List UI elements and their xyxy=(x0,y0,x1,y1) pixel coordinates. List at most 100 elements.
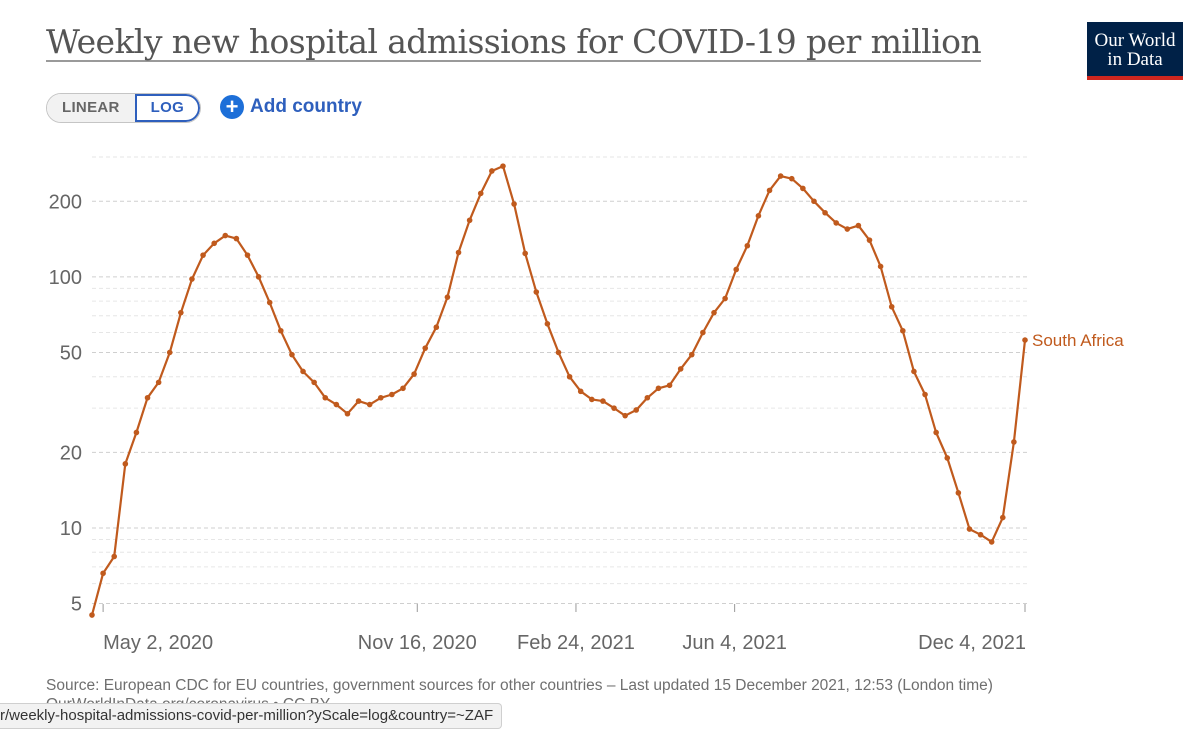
scale-linear-button[interactable]: LINEAR xyxy=(47,94,135,122)
data-point xyxy=(655,385,662,392)
source-text: Source: European CDC for EU countries, g… xyxy=(46,677,993,694)
data-point xyxy=(822,209,828,216)
data-point xyxy=(266,299,273,306)
data-point xyxy=(833,220,839,226)
data-point xyxy=(611,405,617,411)
data-point xyxy=(633,407,640,413)
data-point xyxy=(500,163,506,169)
data-point xyxy=(166,349,173,356)
logo-line-1: Our World xyxy=(1094,30,1176,51)
data-point xyxy=(422,345,429,351)
data-point xyxy=(89,612,95,618)
data-point xyxy=(511,201,517,207)
scale-log-button[interactable]: LOG xyxy=(134,94,201,122)
x-tick-label: Feb 24, 2021 xyxy=(517,632,635,654)
data-point xyxy=(966,526,973,532)
data-point xyxy=(333,401,340,408)
data-point xyxy=(844,226,851,232)
data-point xyxy=(111,553,118,560)
data-point xyxy=(178,309,184,316)
data-point xyxy=(811,198,817,205)
data-point xyxy=(1022,337,1028,343)
data-point xyxy=(300,368,306,375)
y-tick-label: 20 xyxy=(60,442,82,464)
data-point xyxy=(999,514,1006,521)
data-point xyxy=(433,324,440,331)
y-tick-label: 10 xyxy=(60,518,82,540)
data-point xyxy=(855,222,862,229)
y-tick-label: 50 xyxy=(60,342,82,364)
data-point xyxy=(444,294,451,300)
x-tick-label: May 2, 2020 xyxy=(103,632,213,654)
data-point xyxy=(788,175,795,182)
data-point xyxy=(355,398,362,404)
data-point xyxy=(133,429,140,436)
data-point xyxy=(400,385,406,392)
data-point xyxy=(622,412,628,419)
data-point xyxy=(100,570,106,577)
y-tick-label: 100 xyxy=(49,267,82,289)
x-tick-label: Nov 16, 2020 xyxy=(358,632,477,654)
data-point xyxy=(522,250,528,257)
data-point xyxy=(711,309,717,316)
logo-line-2: in Data xyxy=(1107,49,1163,70)
data-point xyxy=(122,461,129,467)
data-point xyxy=(877,263,884,270)
series-line-south-africa xyxy=(90,165,1027,616)
data-point xyxy=(900,327,906,334)
data-point xyxy=(888,303,895,310)
data-point xyxy=(189,276,195,282)
y-tick-label: 5 xyxy=(71,594,82,616)
data-point xyxy=(1011,439,1017,445)
scale-toggle: LINEAR LOG xyxy=(46,93,202,123)
data-point xyxy=(688,351,695,358)
data-point xyxy=(600,398,606,404)
data-point xyxy=(677,366,684,372)
data-point xyxy=(777,173,784,179)
data-point xyxy=(322,394,329,401)
data-point xyxy=(666,382,673,389)
data-point xyxy=(211,240,217,247)
data-point xyxy=(555,349,562,356)
data-point xyxy=(144,394,151,401)
data-point xyxy=(233,235,240,242)
plus-circle-icon: + xyxy=(220,95,244,119)
data-point xyxy=(744,242,751,249)
y-tick-label: 200 xyxy=(49,191,82,213)
add-country-button[interactable]: + Add country xyxy=(220,95,362,119)
owid-logo[interactable]: Our World in Data xyxy=(1087,22,1183,80)
data-point xyxy=(489,168,495,174)
data-point xyxy=(477,190,484,197)
data-point xyxy=(988,539,995,545)
data-point xyxy=(866,237,873,243)
data-point xyxy=(255,274,262,280)
data-point xyxy=(933,429,939,436)
data-point xyxy=(344,410,351,417)
data-point xyxy=(544,321,551,327)
data-point xyxy=(244,252,251,258)
data-point xyxy=(955,490,962,496)
x-tick-label: Jun 4, 2021 xyxy=(682,632,787,654)
add-country-label: Add country xyxy=(250,96,362,117)
data-point xyxy=(800,185,806,192)
data-point xyxy=(644,394,651,401)
data-point xyxy=(377,394,384,401)
status-url-bar: r/weekly-hospital-admissions-covid-per-m… xyxy=(0,703,503,729)
data-point xyxy=(366,401,373,408)
data-point xyxy=(977,531,984,538)
data-point xyxy=(311,379,317,386)
data-point xyxy=(411,371,417,377)
data-point xyxy=(566,373,573,380)
chart-title: Weekly new hospital admissions for COVID… xyxy=(46,22,982,61)
data-point xyxy=(155,379,162,386)
x-tick-label: Dec 4, 2021 xyxy=(918,632,1026,654)
data-point xyxy=(200,252,206,258)
data-point xyxy=(755,213,762,219)
data-point xyxy=(722,295,728,302)
data-point xyxy=(944,455,951,461)
data-point xyxy=(289,351,295,358)
data-point xyxy=(278,327,284,334)
data-point xyxy=(911,368,917,375)
data-point xyxy=(577,388,584,395)
